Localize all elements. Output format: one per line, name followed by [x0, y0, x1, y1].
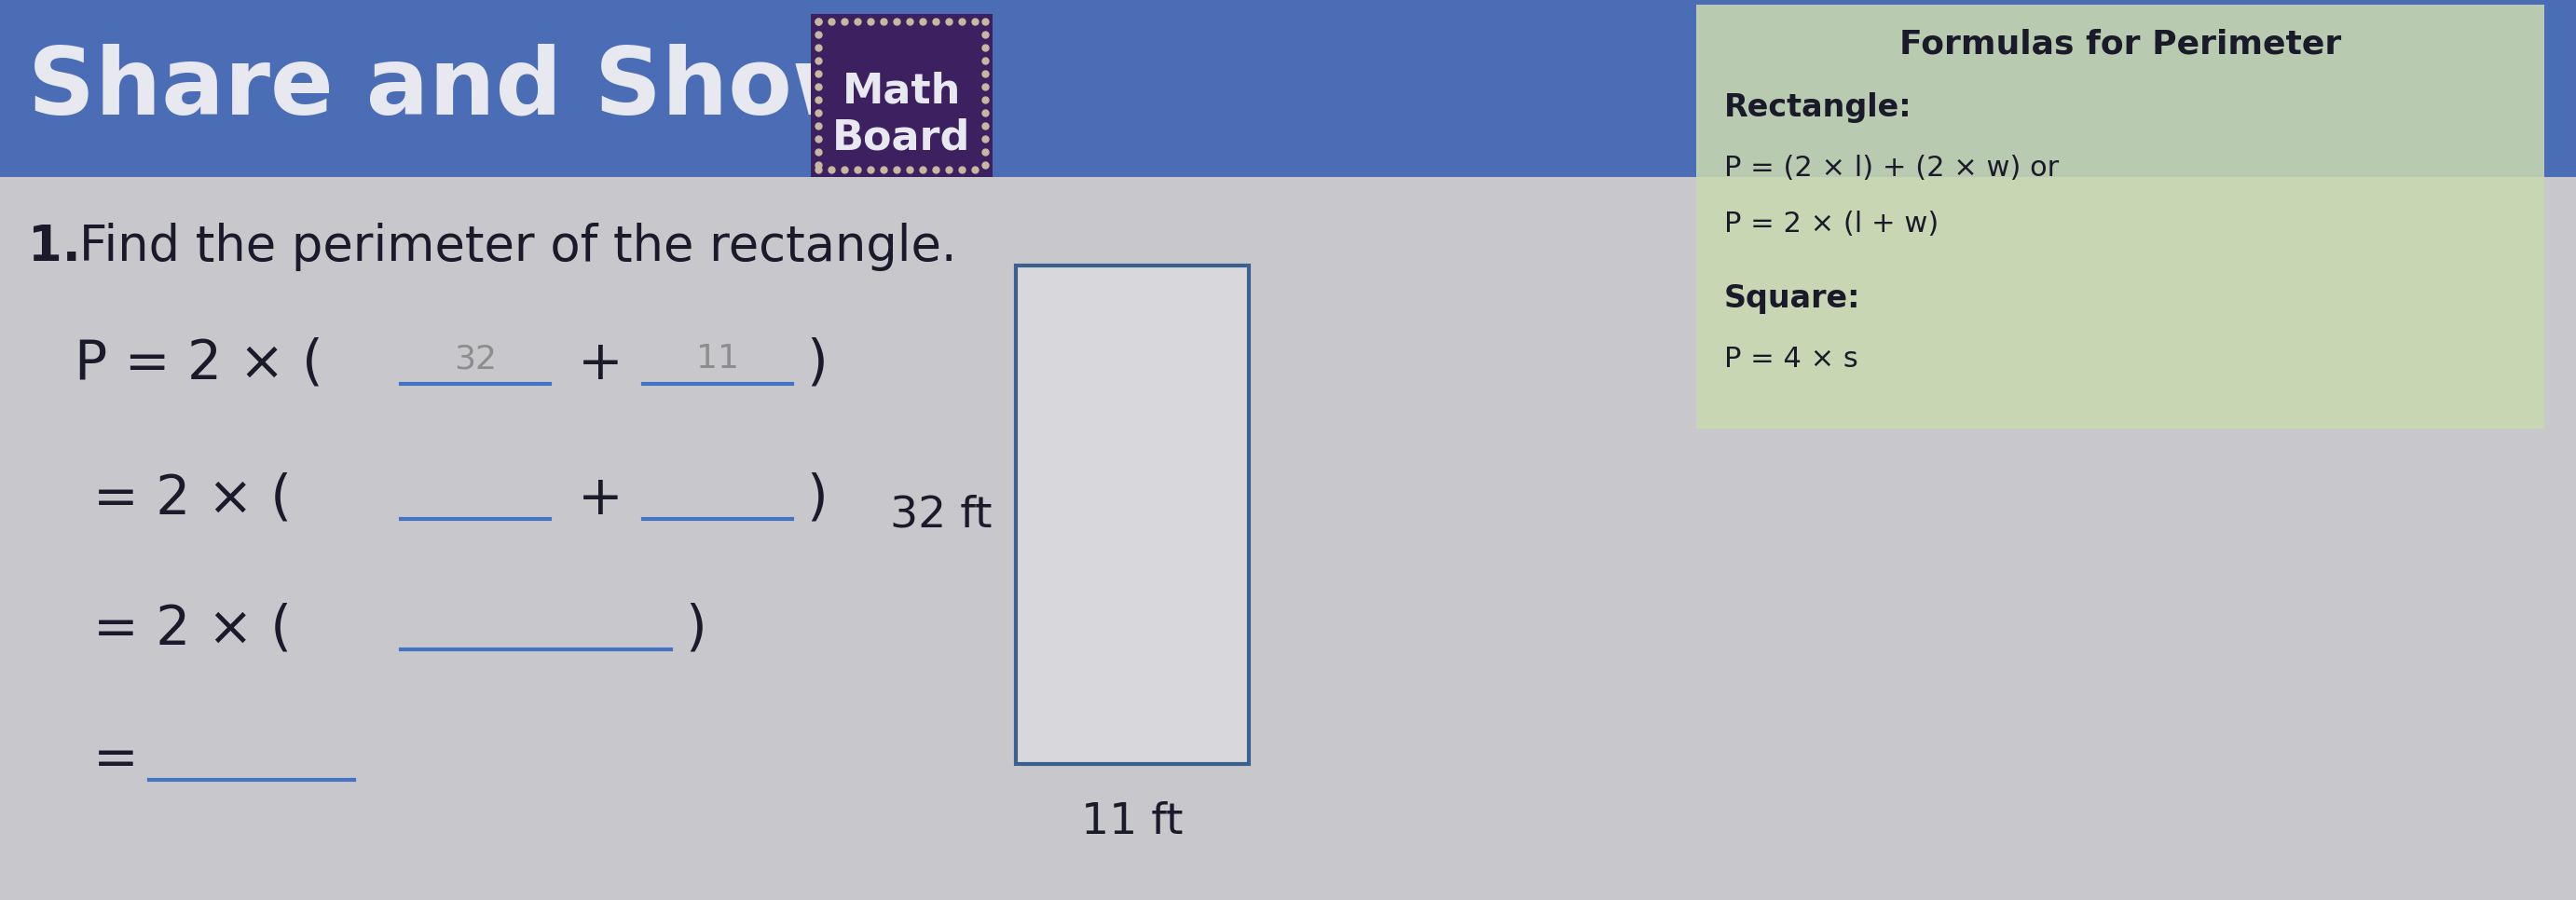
Text: +: +: [577, 337, 623, 390]
Text: P = 4 × s: P = 4 × s: [1723, 346, 1857, 373]
FancyBboxPatch shape: [1695, 4, 2545, 428]
Text: +: +: [577, 472, 623, 525]
Text: = 2 × (: = 2 × (: [93, 472, 291, 525]
Text: Formulas for Perimeter: Formulas for Perimeter: [1899, 28, 2342, 59]
Text: ): ): [806, 337, 827, 390]
Text: Square:: Square:: [1723, 283, 1860, 313]
Text: Share and Show: Share and Show: [28, 43, 878, 134]
Text: Rectangle:: Rectangle:: [1723, 92, 1911, 122]
Text: ): ): [685, 602, 706, 655]
Text: 11: 11: [696, 343, 739, 374]
Bar: [0, 0, 2576, 177]
Text: Board: Board: [832, 117, 971, 157]
Text: P = 2 × (l + w): P = 2 × (l + w): [1723, 210, 1940, 237]
Text: =: =: [93, 733, 139, 786]
Text: P = (2 × l) + (2 × w) or: P = (2 × l) + (2 × w) or: [1723, 154, 2058, 181]
Text: Find the perimeter of the rectangle.: Find the perimeter of the rectangle.: [80, 222, 956, 271]
Bar: [1015, 265, 1249, 764]
Text: = 2 × (: = 2 × (: [93, 602, 291, 655]
Text: 1.: 1.: [28, 222, 80, 271]
Text: ): ): [806, 472, 827, 525]
Text: P = 2 × (: P = 2 × (: [75, 337, 322, 390]
Text: 32 ft: 32 ft: [891, 494, 992, 536]
Text: Math: Math: [842, 71, 961, 111]
Text: 32: 32: [453, 343, 497, 374]
FancyBboxPatch shape: [811, 14, 992, 177]
Text: 11 ft: 11 ft: [1082, 801, 1182, 843]
